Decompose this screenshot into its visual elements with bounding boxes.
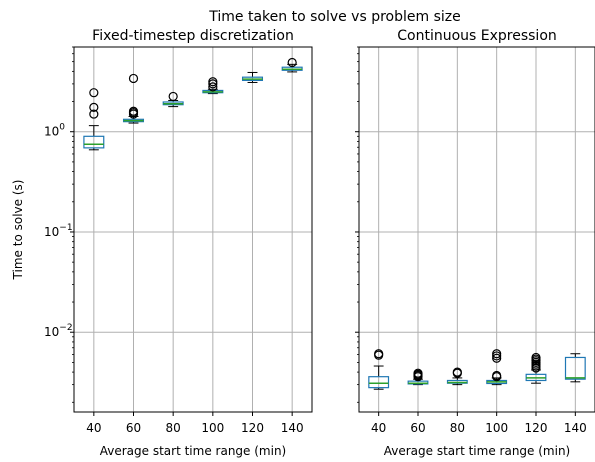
box-140 [281,57,303,73]
box-60 [407,368,429,386]
x-axis-label: Average start time range (min) [100,444,286,458]
outlier-point [128,106,139,116]
outlier-point [492,370,502,381]
box-60 [122,73,145,124]
outlier-point [89,109,99,119]
box-40 [368,349,390,390]
outlier-point [492,349,502,359]
outlier-point [208,82,218,92]
outlier-point [89,88,99,98]
box-iqr [368,376,390,389]
x-tick-label: 80 [450,421,465,435]
figure-title: Time taken to solve vs problem size [208,9,460,25]
outlier-point [208,77,218,87]
outlier-point [413,368,423,378]
axes-frame [73,46,313,413]
box-iqr [83,135,105,149]
box-100 [202,77,224,95]
box-80 [162,91,184,108]
chart-panel-1: 100 10−1 10−2 40 60 80 100 120 140 Fixed-timestep… [11,28,313,458]
x-tick-label: 80 [166,421,181,435]
x-tick-label: 60 [126,421,141,435]
x-tick-label: 100 [485,421,508,435]
x-tick-label: 140 [564,421,587,435]
box-80 [446,367,468,386]
axes-frame [358,46,595,413]
outlier-point [128,73,139,84]
x-axis-label: Average start time range (min) [384,444,570,458]
subplot-title: Continuous Expression [397,28,557,44]
outlier-point [89,102,99,112]
x-tick-label: 140 [281,421,304,435]
chart-panel-2: 40 60 80 100 120 140 Continuous Expression Aver… [355,28,595,458]
box-40 [83,88,105,151]
outlier-point [452,367,462,377]
x-tick-label: 40 [371,421,386,435]
box-100 [486,349,508,386]
outlier-point [374,349,384,359]
box-120 [525,352,547,384]
box-140 [564,353,586,383]
x-tick-label: 60 [410,421,425,435]
outlier-point [168,91,178,102]
x-tick-label: 40 [86,421,101,435]
box-120 [241,71,264,83]
outlier-point [492,353,502,363]
subplot-title: Fixed-timestep discretization [92,28,294,44]
x-tick-label: 120 [241,421,264,435]
outlier-point [531,352,541,363]
x-tick-label: 120 [525,421,548,435]
y-tick-label: 10−2 [44,323,73,339]
outlier-point [287,57,297,68]
y-axis-label: Time to solve (s) [11,180,25,281]
y-tick-label: 100 [44,123,65,139]
x-tick-label: 100 [201,421,224,435]
box-iqr [564,356,586,380]
y-tick-label: 10−1 [44,223,73,239]
panels: 100 10−1 10−2 40 60 80 100 120 140 Fixed-timestep… [11,28,595,458]
